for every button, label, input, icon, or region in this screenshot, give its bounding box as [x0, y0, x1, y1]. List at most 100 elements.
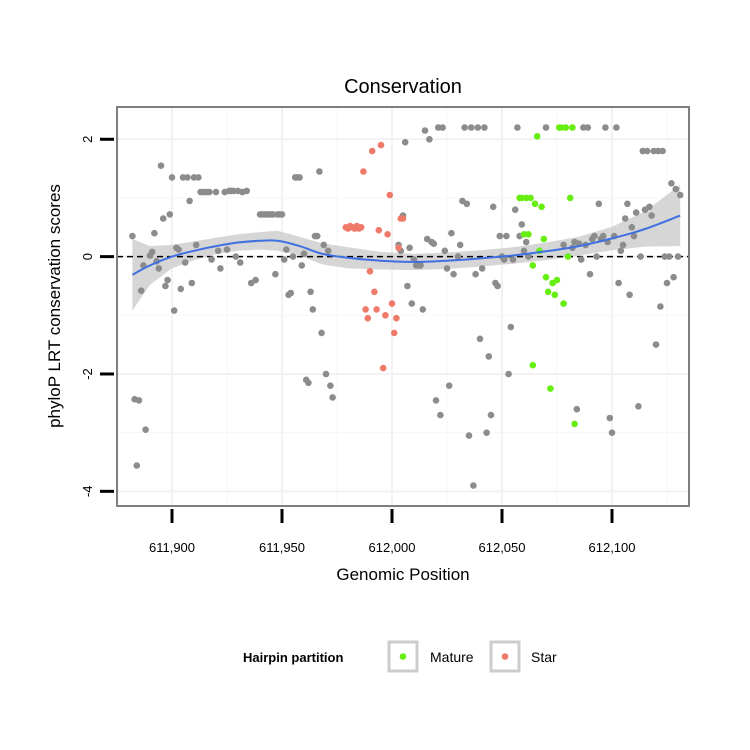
point-other [316, 168, 323, 175]
point-other [613, 124, 620, 131]
point-star [393, 314, 400, 322]
point-other [186, 197, 193, 205]
point-other [525, 253, 532, 260]
point-other [608, 429, 616, 437]
point-other [599, 232, 607, 240]
x-tick-label: 611,900 [149, 540, 195, 555]
point-other [560, 241, 567, 249]
point-other [401, 138, 409, 146]
point-other [305, 379, 312, 387]
legend-item-mature: Mature [387, 640, 474, 673]
y-tick-label: 2 [80, 136, 95, 143]
point-other [470, 482, 477, 489]
point-other [481, 124, 488, 131]
point-other [419, 306, 427, 313]
x-tick-label: 611,950 [259, 540, 305, 555]
legend-label-star: Star [531, 649, 557, 665]
y-axis-title: phyloP LRT conservation scores [45, 184, 64, 428]
point-other [628, 224, 636, 231]
point-other [602, 124, 609, 131]
point-other [450, 270, 457, 278]
y-axis: -4 -2 0 2 [80, 136, 114, 497]
point-other [283, 246, 290, 253]
point-other [476, 335, 484, 343]
point-other [329, 394, 336, 401]
point-mature [560, 300, 567, 307]
point-other [426, 136, 433, 143]
point-mature [540, 235, 548, 243]
point-star [384, 231, 391, 238]
point-other [615, 279, 622, 287]
point-star [366, 268, 374, 275]
legend-title: Hairpin partition [243, 650, 343, 665]
y-tick-label: -4 [80, 486, 95, 498]
point-mature [531, 200, 539, 208]
point-mature [525, 231, 532, 238]
point-other [175, 246, 182, 253]
point-other [676, 191, 684, 199]
point-other [672, 185, 680, 193]
point-star [362, 306, 369, 313]
point-other [313, 232, 321, 240]
smooth-line-layer [131, 214, 681, 276]
legend-item-star: Star [489, 640, 557, 673]
point-other [445, 382, 453, 390]
point-other [463, 200, 471, 208]
point-other [478, 265, 486, 272]
point-other [520, 247, 528, 255]
point-other [472, 270, 479, 278]
point-other [467, 124, 475, 131]
point-other [307, 288, 314, 296]
legend-key-mature [387, 640, 419, 673]
legend-dot-star [501, 653, 509, 660]
point-other [181, 259, 189, 266]
point-other [514, 124, 521, 131]
point-mature [533, 133, 541, 140]
point-mature [562, 124, 570, 131]
point-star [373, 306, 380, 313]
point-other [626, 291, 633, 299]
point-other [162, 282, 169, 290]
y-tick-label: 0 [80, 253, 95, 260]
point-other [166, 211, 174, 218]
point-other [659, 147, 666, 155]
point-other [494, 282, 501, 290]
point-other [151, 229, 158, 237]
point-other [322, 370, 330, 378]
point-mature [569, 124, 576, 131]
point-other [406, 244, 413, 252]
point-other [443, 265, 451, 272]
point-other [637, 253, 644, 260]
x-axis: 611,900 611,950 612,000 612,050 612,100 [149, 509, 636, 555]
point-other [670, 273, 677, 281]
point-star [371, 288, 378, 296]
point-other [236, 259, 244, 266]
point-other [448, 229, 455, 237]
point-other [408, 300, 416, 307]
point-other [518, 221, 526, 228]
point-other [489, 203, 497, 211]
point-other [135, 397, 143, 404]
point-other [652, 341, 660, 348]
x-axis-title: Genomic Position [336, 565, 469, 584]
chart-title: Conservation [344, 76, 462, 98]
point-other [184, 174, 191, 181]
point-other [192, 241, 200, 249]
legend: Hairpin partition Mature Star [243, 640, 557, 673]
point-other [507, 323, 515, 331]
point-other [129, 232, 136, 240]
plot-panel [116, 106, 690, 507]
point-star [368, 147, 376, 155]
point-other [483, 429, 490, 437]
point-other [500, 256, 508, 263]
point-other [621, 215, 629, 222]
point-other [630, 232, 638, 240]
point-star [364, 314, 372, 322]
points-layer [129, 124, 684, 489]
point-other [665, 253, 673, 260]
point-other [577, 256, 585, 263]
point-other [195, 174, 202, 181]
point-other [155, 265, 163, 272]
point-other [573, 405, 581, 413]
